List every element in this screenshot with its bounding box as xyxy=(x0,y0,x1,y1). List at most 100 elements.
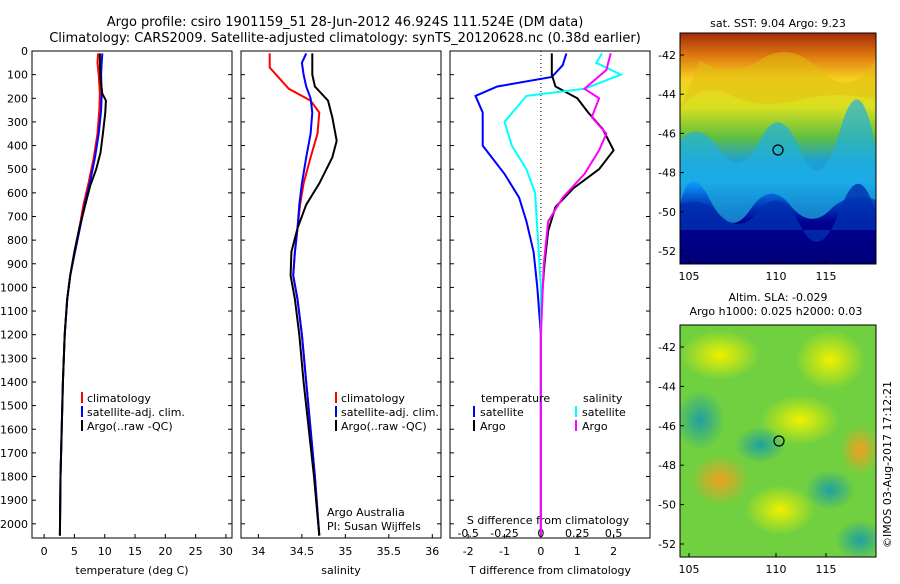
watermark: ©IMOS 03-Aug-2017 17:12:21 xyxy=(881,381,894,548)
map-x-tick-label: 115 xyxy=(816,563,837,576)
title-line2: Climatology: CARS2009. Satellite-adjuste… xyxy=(49,31,641,46)
y-tick-label: 0 xyxy=(21,45,28,58)
map-y-tick-label: -48 xyxy=(658,167,676,180)
y-tick-label: 1900 xyxy=(0,494,28,507)
legend-label: satellite-adj. clim. xyxy=(87,406,185,419)
legend-label: Argo xyxy=(480,420,506,433)
map-y-tick-label: -48 xyxy=(658,459,676,472)
plot-frame xyxy=(31,50,233,539)
y-tick-label: 800 xyxy=(7,234,28,247)
y-tick-label: 1700 xyxy=(0,447,28,460)
x2-tick-label: 0.25 xyxy=(565,527,590,540)
legend-label: satellite-adj. clim. xyxy=(341,406,439,419)
x2-tick-label: -0.25 xyxy=(490,527,518,540)
x-tick-label: 30 xyxy=(219,545,233,558)
sla-map: Altim. SLA: -0.029 Argo h1000: 0.025 h20… xyxy=(658,291,877,576)
map-x-tick-label: 105 xyxy=(679,270,700,283)
x-tick-label: 36 xyxy=(425,545,439,558)
x-tick-label: 34.5 xyxy=(290,545,315,558)
profile-panel-3: -2 -1 0 1 2 T difference from climatology S di… xyxy=(449,50,651,577)
y-tick-label: 2000 xyxy=(0,518,28,531)
y-tick-label: 400 xyxy=(7,140,28,153)
map-y-tick-label: -44 xyxy=(658,88,676,101)
x-tick-label: 35 xyxy=(338,545,352,558)
argo-location-marker xyxy=(772,144,784,156)
x2-tick-label: -0.5 xyxy=(457,527,478,540)
y-tick-label: 900 xyxy=(7,258,28,271)
map-y-tick-label: -52 xyxy=(658,245,676,258)
y-tick-label: 1200 xyxy=(0,329,28,342)
series-line-argo-raw-qc- xyxy=(289,53,338,536)
sla-map-title1: Altim. SLA: -0.029 xyxy=(728,291,827,304)
legend-label: Argo(..raw -QC) xyxy=(341,420,427,433)
map-y-tick-label: -46 xyxy=(658,127,676,140)
map-y-tick-label: -50 xyxy=(658,499,676,512)
x-tick-label: 2 xyxy=(610,545,617,558)
x-tick-label: 5 xyxy=(71,545,78,558)
map-y-tick-label: -42 xyxy=(658,341,676,354)
x2-tick-label: 0.5 xyxy=(605,527,623,540)
plot-frame xyxy=(240,50,442,539)
legend-label: satellite xyxy=(480,406,524,419)
y-tick-label: 700 xyxy=(7,210,28,223)
x-tick-label: 10 xyxy=(98,545,112,558)
x-tick-label: 15 xyxy=(128,545,142,558)
map-y-tick-label: -46 xyxy=(658,420,676,433)
y-tick-label: 1800 xyxy=(0,471,28,484)
y-tick-label: 1500 xyxy=(0,400,28,413)
map-x-tick-label: 105 xyxy=(679,563,700,576)
x-tick-label: 35.5 xyxy=(377,545,402,558)
legend-label: Argo(..raw -QC) xyxy=(87,420,173,433)
x-tick-label: -1 xyxy=(499,545,510,558)
legend-label: climatology xyxy=(87,392,151,405)
series-line-salinity-satellite xyxy=(503,52,624,536)
y-tick-label: 1400 xyxy=(0,376,28,389)
title-line1: Argo profile: csiro 1901159_51 28-Jun-20… xyxy=(107,15,584,30)
y-tick-label: 600 xyxy=(7,187,28,200)
sla-map-image xyxy=(680,325,876,557)
legend-label: climatology xyxy=(341,392,405,405)
sst-map-image xyxy=(680,33,876,264)
profile-panel-2: 34 34.5 35 35.5 36 salinity climatologysatelli… xyxy=(240,50,442,577)
y-tick-label: 100 xyxy=(7,69,28,82)
y-tick-label: 1100 xyxy=(0,305,28,318)
x-axis-label: T difference from climatology xyxy=(468,564,631,577)
y-tick-label: 1000 xyxy=(0,281,28,294)
x-tick-label: -2 xyxy=(463,545,474,558)
sst-map-title: sat. SST: 9.04 Argo: 9.23 xyxy=(710,17,846,30)
map-y-tick-label: -50 xyxy=(658,206,676,219)
x-tick-label: 25 xyxy=(189,545,203,558)
legend-title-temperature: temperature xyxy=(481,392,550,405)
sla-map-title2: Argo h1000: 0.025 h2000: 0.03 xyxy=(690,305,863,318)
map-x-tick-label: 115 xyxy=(816,270,837,283)
plot-frame xyxy=(449,50,651,539)
series-line-temperature-satellite xyxy=(474,53,568,536)
x-tick-label: 1 xyxy=(574,545,581,558)
x-tick-label: 20 xyxy=(158,545,172,558)
y-tick-label: 500 xyxy=(7,163,28,176)
series-line-satellite-adj-clim- xyxy=(292,52,321,536)
map-x-tick-label: 110 xyxy=(766,563,787,576)
map-y-tick-label: -52 xyxy=(658,538,676,551)
profile-panel-1: 0 100 200 300 400 500 600 700 800 900 1000 1100 1200… xyxy=(0,45,233,577)
y-tick-label: 1600 xyxy=(0,423,28,436)
y-tick-label: 300 xyxy=(7,116,28,129)
y-tick-label: 200 xyxy=(7,92,28,105)
series-line-argo-raw-qc- xyxy=(58,53,107,536)
map-y-tick-label: -44 xyxy=(658,380,676,393)
y-tick-label: 1300 xyxy=(0,352,28,365)
x-tick-label: 0 xyxy=(537,545,544,558)
argo-location-marker-sla xyxy=(773,435,785,447)
map-y-tick-label: -42 xyxy=(658,49,676,62)
x-axis-label: salinity xyxy=(321,564,361,577)
annotation-text: PI: Susan Wijffels xyxy=(327,520,421,533)
sst-map: sat. SST: 9.04 Argo: 9.23 -42 -44 -46 -48 -5… xyxy=(658,17,877,283)
legend-label: Argo xyxy=(582,420,608,433)
x-tick-label: 34 xyxy=(251,545,265,558)
series-line-salinity-argo xyxy=(539,53,612,536)
map-x-tick-label: 110 xyxy=(766,270,787,283)
annotation-text: Argo Australia xyxy=(327,506,405,519)
x2-axis-label: S difference from climatology xyxy=(467,514,630,527)
legend-label: satellite xyxy=(582,406,626,419)
